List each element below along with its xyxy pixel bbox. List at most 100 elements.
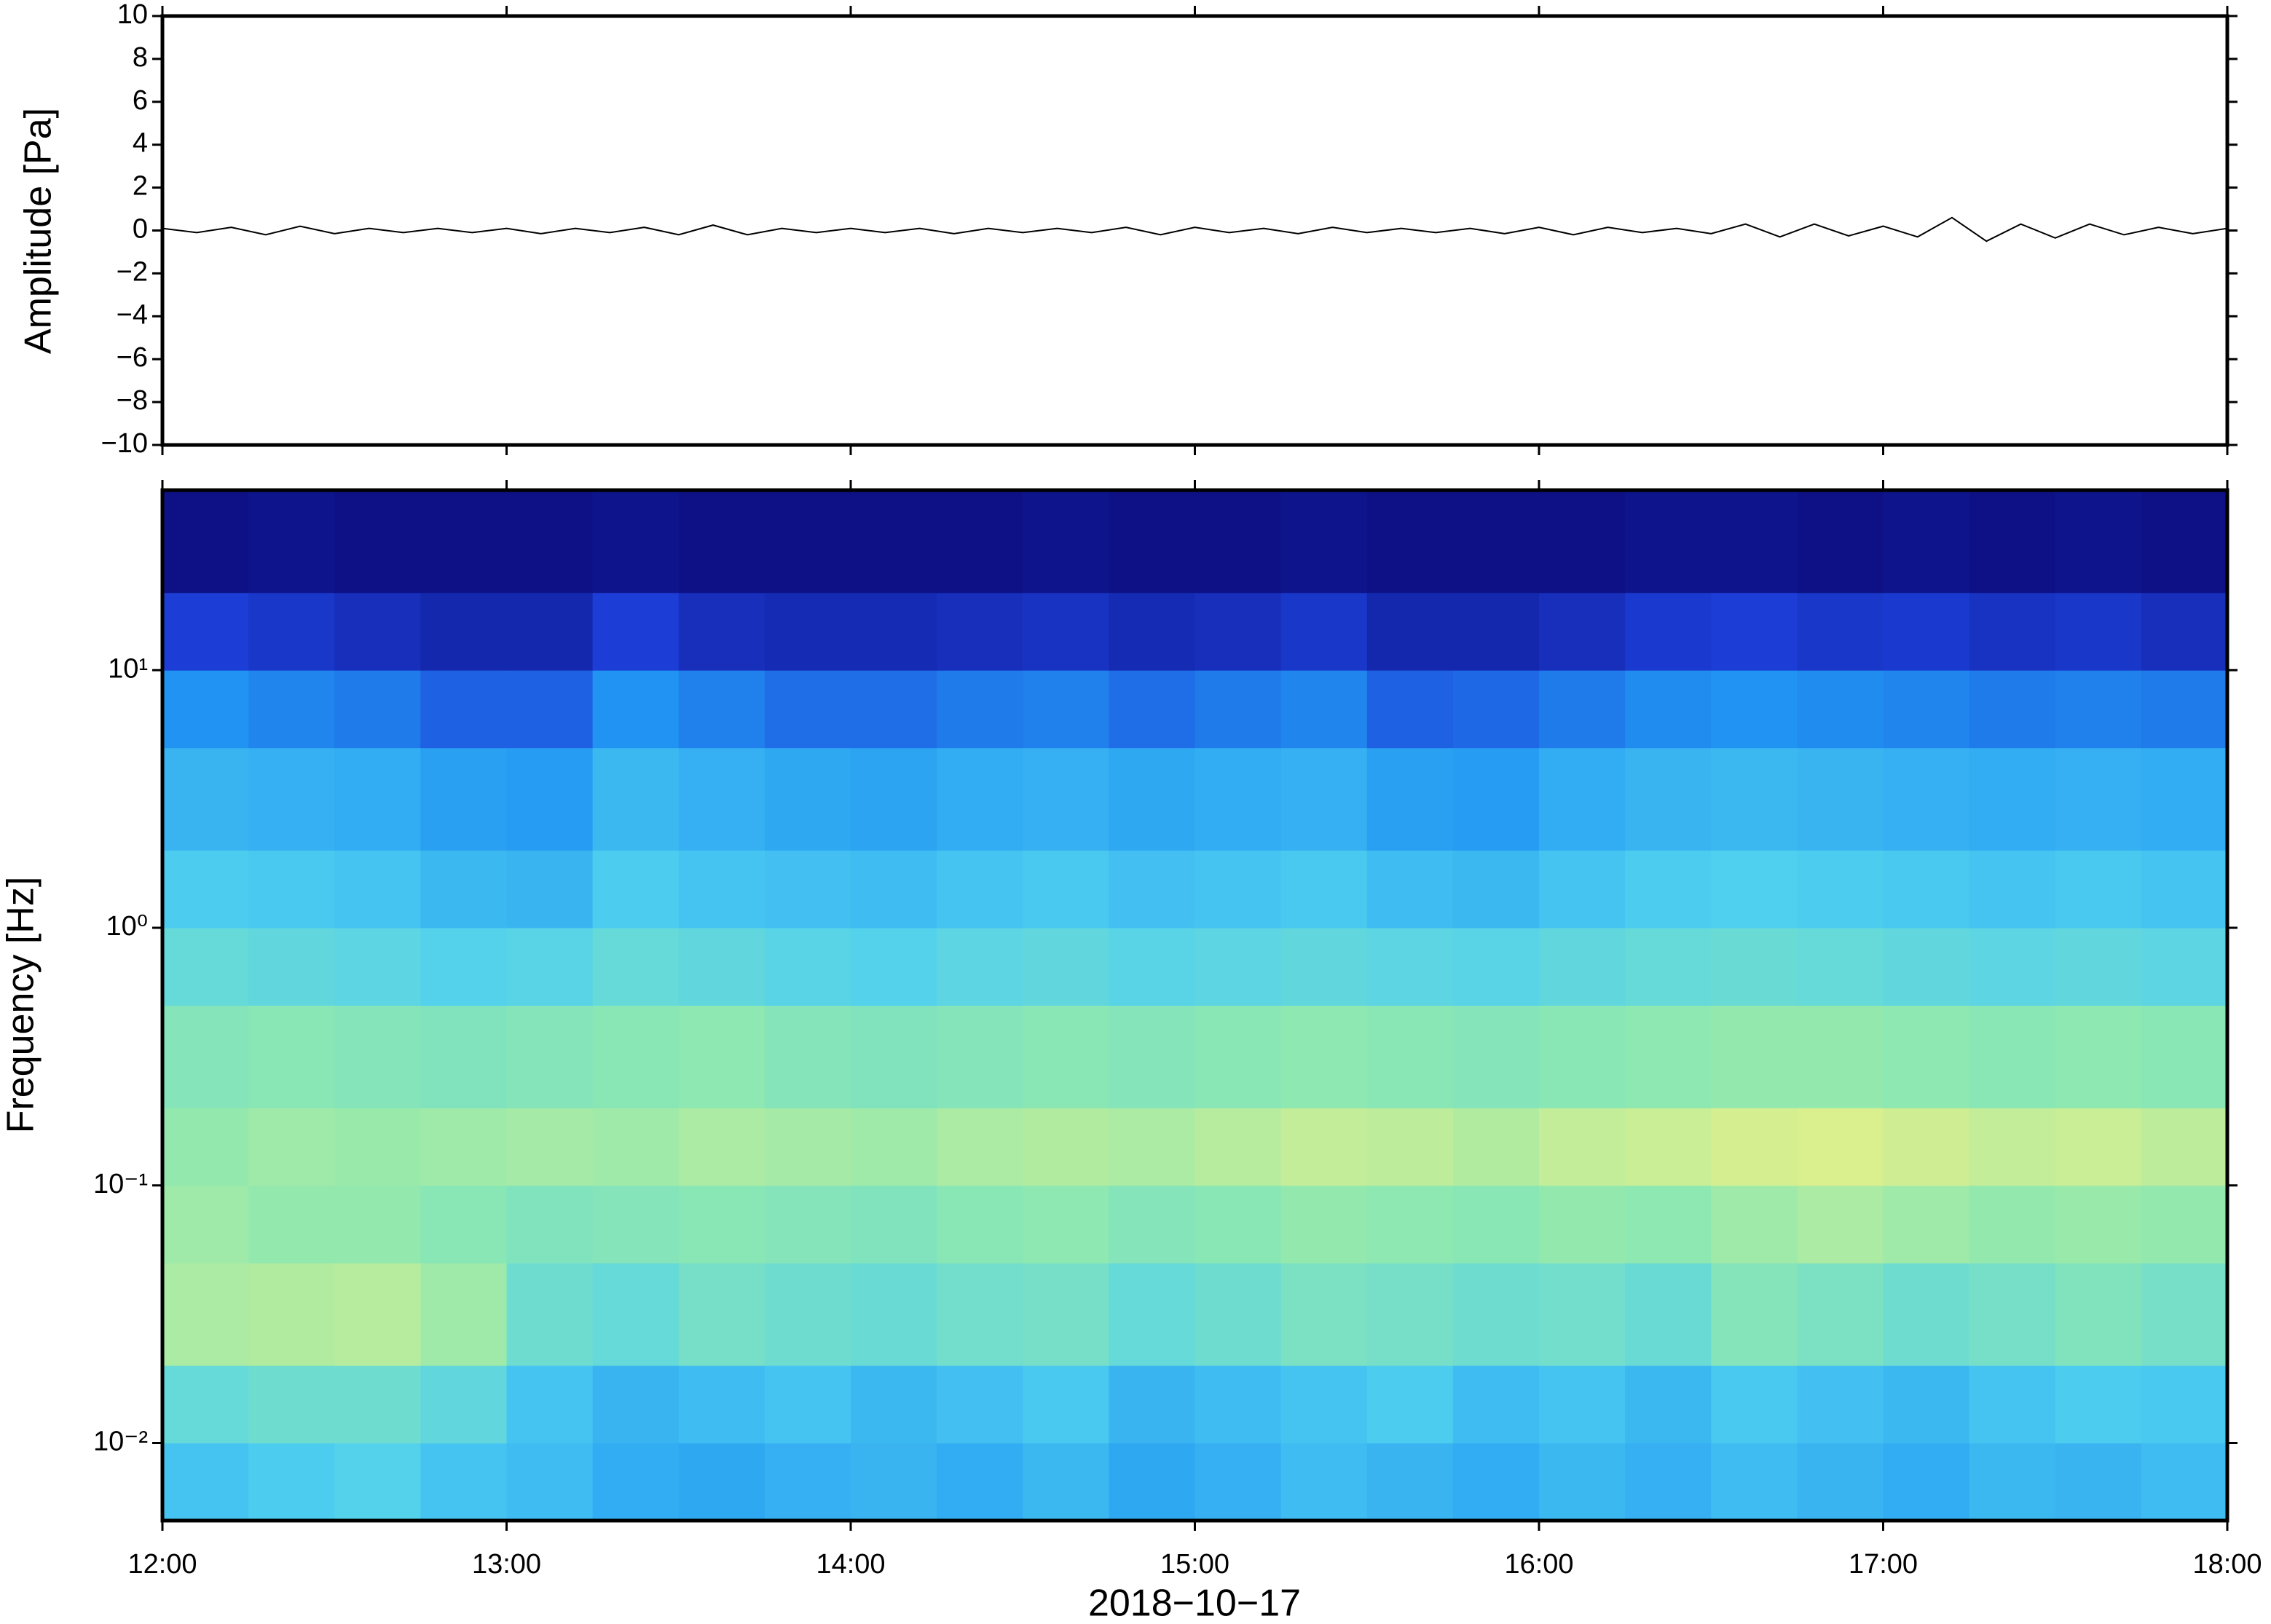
y-tick-label: −10 [101, 428, 148, 459]
spectrogram-cell [764, 1443, 851, 1521]
spectrogram-cell [851, 1185, 937, 1264]
spectrogram-cell [162, 1108, 249, 1186]
spectrogram-cell [678, 1108, 765, 1186]
spectrogram-cell [1280, 592, 1368, 671]
spectrogram-cell [592, 1263, 680, 1366]
spectrogram-cell [420, 1005, 507, 1108]
spectrogram-cell [764, 747, 851, 851]
spectrogram-cell [937, 1365, 1023, 1444]
spectrogram-cell [1194, 592, 1282, 671]
spectrogram-cell [1539, 1365, 1626, 1444]
spectrogram-cell [1452, 1108, 1540, 1186]
spectrogram-cell [248, 490, 335, 594]
spectrogram-cell [937, 747, 1023, 851]
spectrogram-cell [1969, 850, 2056, 929]
spectrogram-cell [1023, 592, 1109, 671]
spectrogram-cell [592, 670, 680, 749]
spectrogram-cell [1969, 1005, 2056, 1108]
spectrogram-cell [248, 928, 335, 1006]
spectrogram-cell [1711, 1263, 1798, 1366]
spectrogram-cell [420, 1108, 507, 1186]
spectrogram-cell [1452, 1185, 1540, 1264]
spectrogram-cell [937, 1443, 1023, 1521]
x-tick-label: 13:00 [472, 1549, 541, 1580]
spectrogram-cell [764, 928, 851, 1006]
spectrogram-cell [1969, 1185, 2056, 1264]
spectrogram-cell [506, 1185, 594, 1264]
spectrogram-cell [764, 1108, 851, 1186]
spectrogram-cell [1969, 1365, 2056, 1444]
spectrogram-cell [937, 592, 1023, 671]
y-tick-label: 10¹ [108, 653, 148, 684]
spectrogram-cell [592, 747, 680, 851]
spectrogram-cell [2141, 670, 2228, 749]
spectrogram-cell [1625, 670, 1712, 749]
spectrogram-cell [162, 1365, 249, 1444]
spectrogram-cell [592, 850, 680, 929]
spectrogram-cell [1023, 1185, 1109, 1264]
spectrogram-cell [937, 928, 1023, 1006]
spectrogram-cell [851, 1263, 937, 1366]
spectrogram-cell [764, 1263, 851, 1366]
x-tick-label: 16:00 [1504, 1549, 1573, 1580]
spectrogram-cell [851, 928, 937, 1006]
spectrogram-cell [1969, 670, 2056, 749]
spectrogram-cell [2141, 850, 2228, 929]
spectrogram-cell [1280, 1263, 1368, 1366]
spectrogram-cell [764, 490, 851, 594]
spectrogram-cell [937, 670, 1023, 749]
spectrogram-cell [1797, 928, 1884, 1006]
spectrogram-cell [2055, 850, 2142, 929]
spectrogram-cell [1539, 747, 1626, 851]
spectrogram-cell [248, 850, 335, 929]
spectrogram-cell [1452, 1005, 1540, 1108]
spectrogram-cell [851, 592, 937, 671]
spectrogram-cell [1797, 850, 1884, 929]
spectrogram-cell [1797, 1005, 1884, 1108]
spectrogram-cell [937, 850, 1023, 929]
spectrogram-cell [1625, 928, 1712, 1006]
spectrogram-cell [1625, 1005, 1712, 1108]
spectrogram-cell [506, 1263, 594, 1366]
spectrogram-cell [506, 1365, 594, 1444]
spectrogram-cell [1539, 490, 1626, 594]
spectrogram-cell [764, 592, 851, 671]
spectrogram-cell [1280, 1005, 1368, 1108]
spectrogram-cell [678, 592, 765, 671]
spectrogram-cell [420, 1365, 507, 1444]
spectrogram-cell [1109, 1108, 1195, 1186]
spectrogram-cell [420, 850, 507, 929]
spectrogram-cell [1625, 1443, 1712, 1521]
spectrogram-cell [2055, 670, 2142, 749]
spectrogram-cell [1280, 670, 1368, 749]
spectrogram-cell [1366, 850, 1454, 929]
spectrogram-cell [1883, 592, 1970, 671]
spectrogram-cell [678, 670, 765, 749]
spectrogram-cell [1109, 592, 1195, 671]
spectrogram-cell [248, 747, 335, 851]
y-tick-label: 10⁻² [93, 1427, 148, 1457]
spectrogram-cell [1969, 1443, 2056, 1521]
spectrogram-cell [162, 1185, 249, 1264]
spectrogram-cell [1539, 928, 1626, 1006]
spectrogram-cell [678, 747, 765, 851]
spectrogram-cell [1883, 1263, 1970, 1366]
spectrogram-cell [1194, 1365, 1282, 1444]
spectrogram-cell [1883, 1365, 1970, 1444]
spectrogram-cell [1366, 592, 1454, 671]
spectrogram-cell [334, 1365, 421, 1444]
spectrogram-cell [1711, 1443, 1798, 1521]
spectrogram-cell [2055, 928, 2142, 1006]
spectrogram-cell [1883, 1443, 1970, 1521]
spectrogram-cell [334, 1108, 421, 1186]
spectrogram-cell [1539, 670, 1626, 749]
spectrogram-cell [1109, 928, 1195, 1006]
spectrogram-cell [248, 1263, 335, 1366]
spectrogram-cell [764, 1365, 851, 1444]
spectrogram-cell [1194, 670, 1282, 749]
spectrogram-cell [1883, 1185, 1970, 1264]
spectrogram-cell [1452, 592, 1540, 671]
x-tick-label: 15:00 [1160, 1549, 1229, 1580]
spectrogram-cell [1969, 592, 2056, 671]
